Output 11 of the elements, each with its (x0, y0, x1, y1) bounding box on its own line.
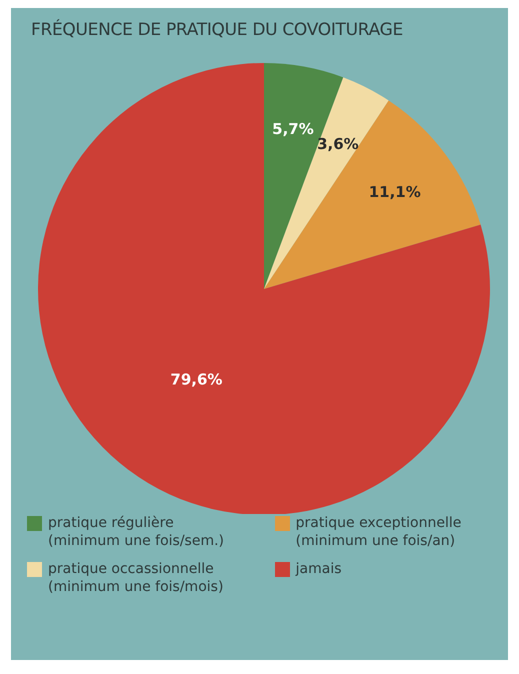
pie-slice (38, 63, 490, 514)
legend-label: pratique occassionnelle (minimum une fois/mois) (48, 560, 224, 596)
pie-slice (264, 100, 481, 289)
legend-label: jamais (296, 560, 342, 578)
data-label: 5,7% (272, 120, 314, 138)
data-label: 11,1% (368, 183, 421, 202)
data-label: 3,6% (317, 135, 359, 154)
chart-title: FRÉQUENCE DE PRATIQUE DU COVOITURAGE (30, 20, 404, 40)
data-label: 79,6% (170, 370, 222, 389)
legend-label: pratique exceptionnelle (minimum une fois/an) (296, 514, 462, 550)
legend-label: pratique régulière (minimum une fois/sem.) (48, 514, 224, 550)
